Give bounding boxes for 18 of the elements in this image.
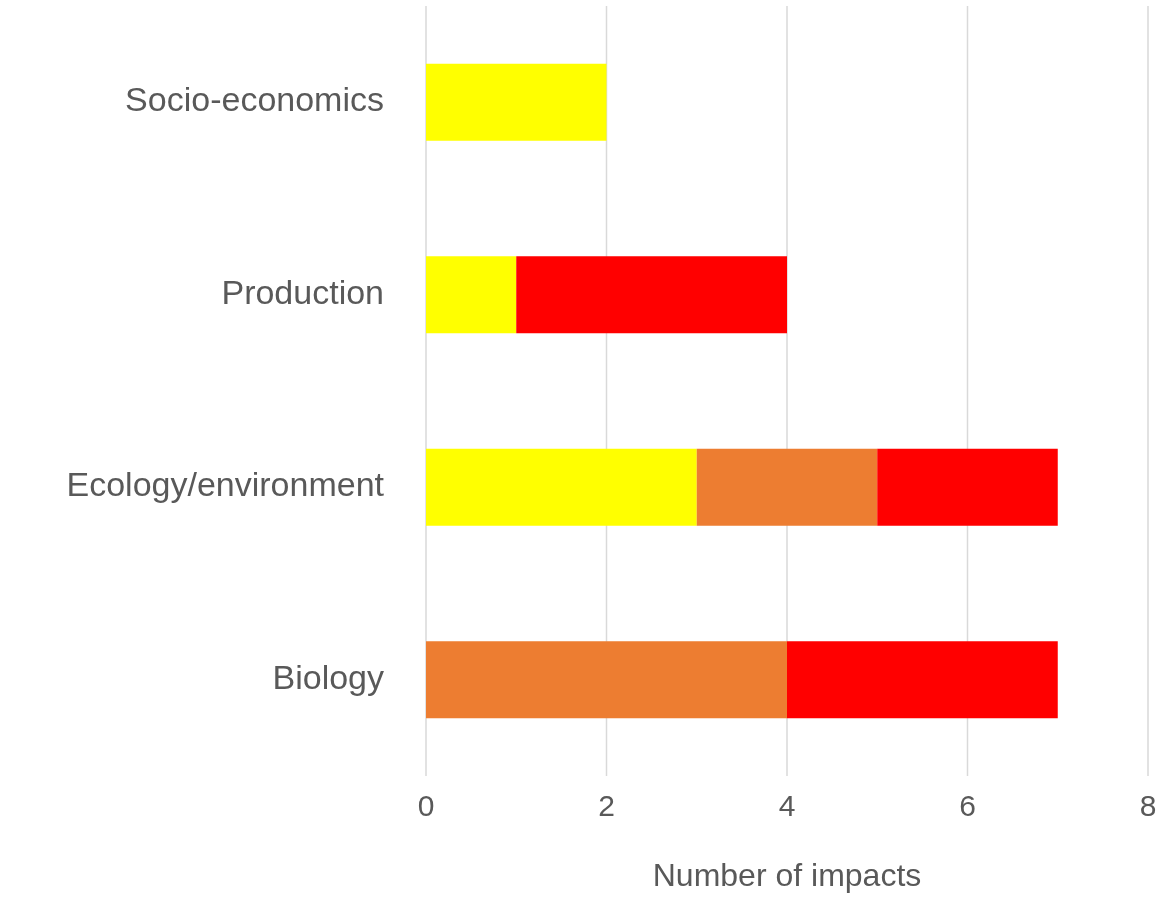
y-tick-label: Biology — [272, 657, 384, 696]
bar — [787, 641, 1058, 719]
bar — [426, 448, 697, 526]
x-tick-label: 8 — [1139, 789, 1157, 822]
x-tick-label: 2 — [598, 789, 615, 822]
bar — [696, 448, 878, 526]
bar — [877, 448, 1058, 526]
x-tick-label: 4 — [778, 789, 796, 822]
bar — [516, 256, 787, 334]
y-tick-label: Socio-economics — [125, 80, 384, 119]
bar — [426, 63, 607, 141]
x-axis-title: Number of impacts — [652, 857, 922, 893]
bar — [426, 641, 787, 719]
y-tick-label: Ecology/environment — [66, 465, 385, 504]
x-tick-label: 0 — [417, 789, 435, 822]
bar — [426, 256, 517, 334]
y-tick-label: Production — [221, 272, 384, 311]
x-tick-label: 6 — [959, 789, 976, 822]
